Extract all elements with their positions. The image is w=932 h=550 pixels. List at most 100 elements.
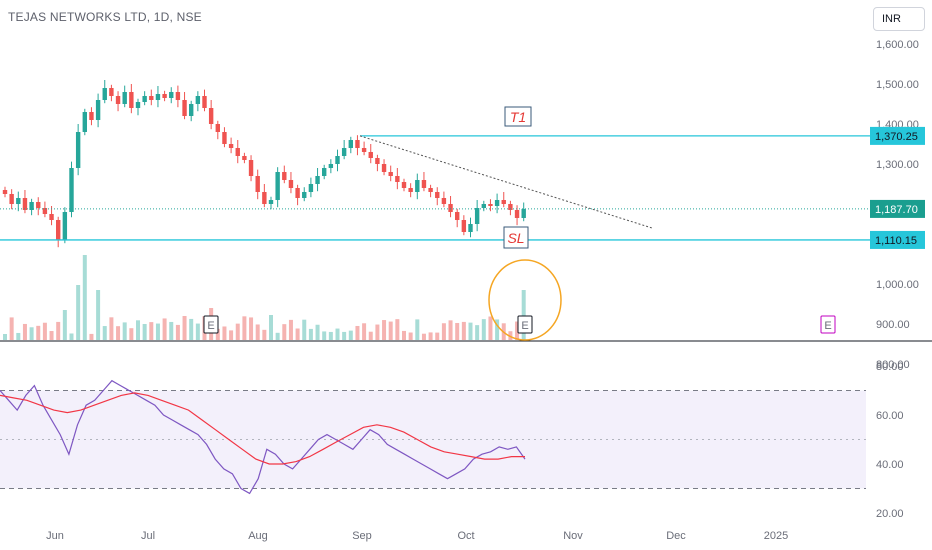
volume-bar (368, 331, 373, 340)
trendline (359, 135, 653, 229)
volume-bar (162, 318, 167, 340)
volume-bar (428, 332, 433, 340)
volume-bar (255, 324, 260, 340)
candle-body (56, 220, 61, 240)
volume-bar (269, 315, 273, 340)
candle-body (421, 180, 427, 188)
candle-body (474, 208, 480, 224)
volume-bar (315, 324, 320, 340)
volume-bar (415, 319, 420, 340)
candle-body (435, 192, 440, 198)
candle-body (215, 124, 220, 132)
volume-bar (189, 318, 194, 340)
candle-body (282, 172, 287, 180)
candle-body (461, 220, 467, 232)
candle-body (328, 164, 334, 168)
candle-body (521, 208, 526, 218)
candle-body (428, 188, 433, 192)
volume-bar (122, 322, 127, 340)
volume-bar (461, 321, 466, 340)
earnings-marker-box (517, 315, 533, 334)
candle-body (248, 160, 254, 176)
price-axis-tick: 1,000.00 (876, 279, 919, 291)
candle-body (335, 156, 340, 164)
candle-body (95, 100, 101, 120)
volume-bar (388, 321, 393, 340)
t1-annotation-box (504, 106, 532, 127)
price-axis-tick: 1,500.00 (876, 79, 919, 91)
candle-body (368, 152, 373, 158)
candle-body (135, 102, 141, 108)
volume-highlight-circle (488, 259, 562, 341)
price-axis-tick: 1,600.00 (876, 39, 919, 51)
candle-body (401, 182, 407, 188)
sl-annotation: SL (507, 230, 524, 246)
volume-bar (116, 326, 121, 340)
candle-body (235, 148, 240, 156)
time-axis-tick: 2025 (764, 530, 788, 542)
currency-selector[interactable]: INR (873, 7, 925, 31)
candle-body (395, 176, 400, 182)
volume-bar (322, 331, 327, 340)
volume-bar (129, 328, 134, 340)
price-axis-tick: 900.00 (876, 319, 910, 331)
candle-body (208, 108, 214, 124)
volume-bar (175, 324, 180, 340)
candle-body (288, 180, 294, 188)
rsi-ma-line (0, 392, 525, 465)
volume-bar (441, 323, 446, 340)
candle-body (122, 92, 127, 104)
candle-body (175, 92, 181, 100)
candle-body (302, 192, 307, 198)
volume-bar (362, 323, 367, 340)
candle-body (169, 92, 174, 98)
volume-bar (229, 330, 234, 340)
volume-bar (355, 325, 360, 340)
candle-body (455, 212, 460, 220)
volume-bar (295, 328, 300, 340)
candle-body (494, 200, 500, 206)
time-axis-tick: Sep (352, 530, 372, 542)
time-axis-tick: Oct (457, 530, 474, 542)
candle-body (488, 204, 493, 206)
sl-price-label: 1,110.15 (875, 235, 917, 247)
candle-body (441, 198, 447, 204)
candle-body (155, 94, 161, 100)
candle-body (195, 96, 201, 104)
candle-body (49, 214, 54, 220)
time-axis-tick: Aug (248, 530, 268, 542)
volume-bar (288, 319, 293, 340)
candle-body (75, 132, 81, 168)
candle-body (142, 96, 147, 102)
volume-bar (89, 333, 94, 340)
candle-body (388, 172, 393, 176)
last-price-label: 1,187.70 (875, 204, 918, 216)
volume-bar (62, 310, 67, 340)
candle-body (508, 204, 513, 210)
candle-body (361, 148, 367, 152)
candle-body (29, 202, 34, 210)
candle-body (89, 112, 94, 120)
volume-bar (242, 316, 247, 340)
volume-bar (335, 328, 340, 340)
last-price-tag (870, 199, 925, 218)
volume-bar (455, 322, 460, 340)
volume-bar (76, 285, 81, 340)
volume-bar (348, 330, 353, 340)
candle-body (348, 140, 353, 148)
candle-body (62, 212, 68, 240)
candle-body (82, 112, 87, 132)
candle-body (341, 148, 347, 156)
candle-body (295, 188, 300, 198)
earnings-marker: E (824, 320, 831, 332)
candle-body (381, 164, 387, 172)
volume-bar (49, 331, 54, 340)
candle-body (322, 168, 327, 176)
volume-bar (3, 334, 7, 340)
volume-bar (508, 331, 513, 340)
volume-bar (82, 255, 87, 340)
candle-body (262, 192, 267, 204)
candle-body (255, 176, 260, 192)
candle-body (415, 180, 420, 192)
volume-bar (468, 322, 473, 340)
